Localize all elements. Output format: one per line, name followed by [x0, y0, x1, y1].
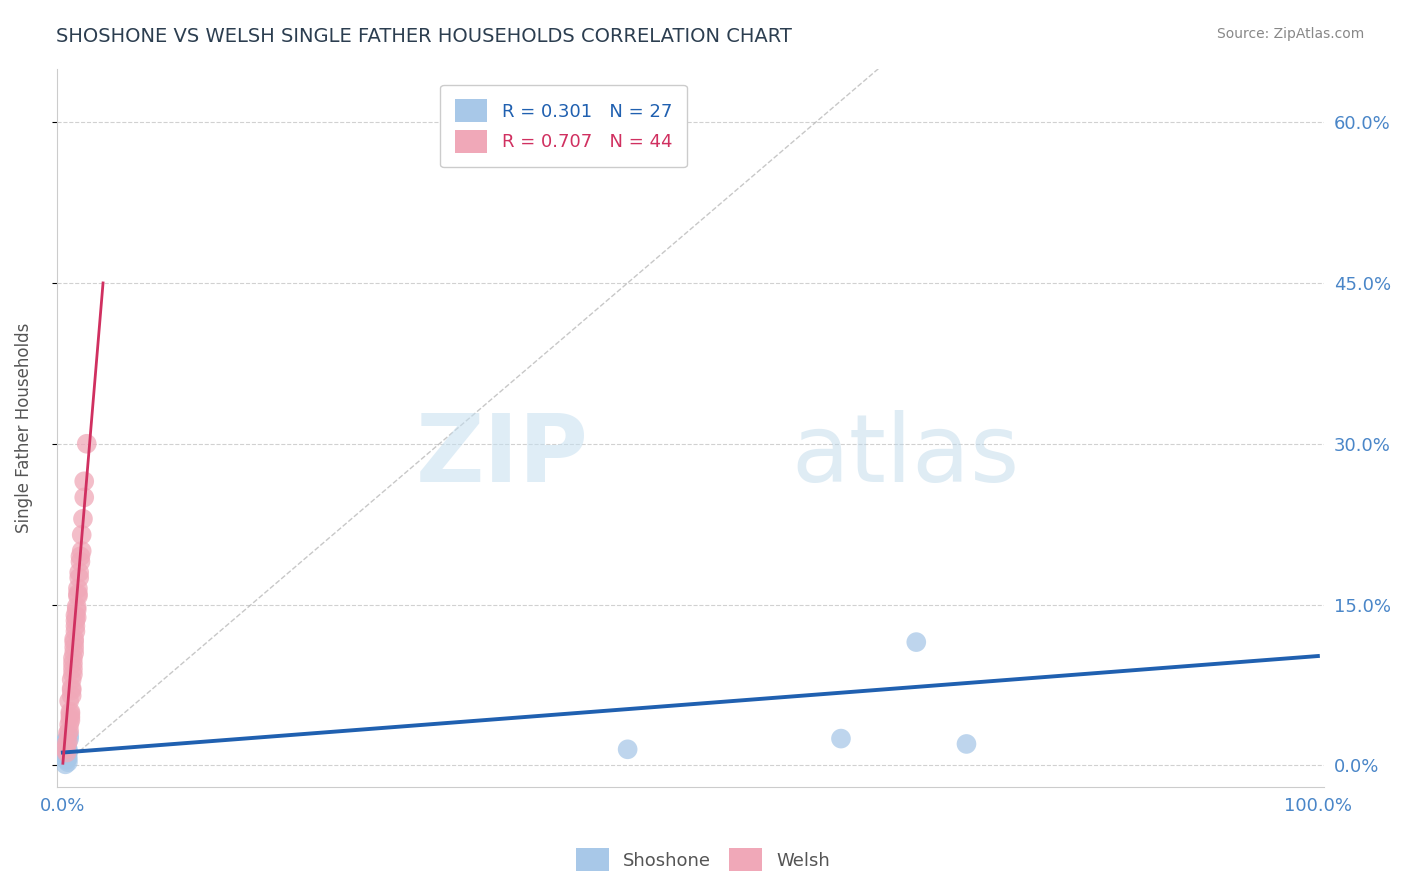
Point — [905, 635, 928, 649]
Point — [76, 436, 98, 450]
Point — [67, 571, 90, 585]
Point — [73, 491, 96, 505]
Point — [66, 582, 89, 596]
Point — [73, 475, 96, 489]
Point — [60, 673, 83, 687]
Point — [55, 747, 77, 762]
Point — [60, 683, 83, 698]
Point — [60, 689, 83, 703]
Point — [56, 742, 79, 756]
Point — [59, 714, 82, 728]
Point — [70, 528, 93, 542]
Point — [72, 512, 94, 526]
Point — [65, 624, 87, 639]
Point — [66, 599, 89, 614]
Point — [55, 757, 77, 772]
Point — [67, 566, 90, 580]
Point — [55, 735, 77, 749]
Point — [55, 737, 77, 751]
Point — [65, 619, 87, 633]
Point — [58, 728, 80, 742]
Point — [55, 749, 77, 764]
Point — [66, 603, 89, 617]
Point — [55, 743, 77, 757]
Point — [55, 740, 77, 755]
Point — [55, 753, 77, 767]
Point — [55, 732, 77, 747]
Point — [55, 739, 77, 753]
Point — [58, 717, 80, 731]
Point — [56, 735, 79, 749]
Point — [60, 681, 83, 696]
Point — [65, 614, 87, 628]
Point — [55, 736, 77, 750]
Point — [58, 724, 80, 739]
Point — [70, 544, 93, 558]
Point — [63, 632, 86, 646]
Legend: R = 0.301   N = 27, R = 0.707   N = 44: R = 0.301 N = 27, R = 0.707 N = 44 — [440, 85, 686, 167]
Point — [58, 694, 80, 708]
Y-axis label: Single Father Households: Single Father Households — [15, 323, 32, 533]
Point — [59, 705, 82, 719]
Point — [65, 608, 87, 623]
Point — [62, 651, 84, 665]
Point — [830, 731, 852, 746]
Point — [69, 549, 91, 564]
Point — [62, 657, 84, 671]
Point — [55, 741, 77, 756]
Point — [66, 587, 89, 601]
Point — [59, 710, 82, 724]
Point — [55, 737, 77, 751]
Point — [62, 662, 84, 676]
Point — [55, 746, 77, 760]
Point — [59, 706, 82, 721]
Point — [55, 752, 77, 766]
Point — [63, 640, 86, 655]
Point — [69, 555, 91, 569]
Point — [56, 755, 79, 769]
Point — [955, 737, 977, 751]
Point — [63, 646, 86, 660]
Point — [56, 726, 79, 740]
Point — [66, 610, 89, 624]
Legend: Shoshone, Welsh: Shoshone, Welsh — [569, 841, 837, 879]
Point — [56, 751, 79, 765]
Text: SHOSHONE VS WELSH SINGLE FATHER HOUSEHOLDS CORRELATION CHART: SHOSHONE VS WELSH SINGLE FATHER HOUSEHOL… — [56, 27, 792, 45]
Point — [63, 635, 86, 649]
Point — [55, 748, 77, 763]
Point — [66, 589, 89, 603]
Point — [616, 742, 638, 756]
Text: ZIP: ZIP — [416, 410, 589, 502]
Point — [55, 738, 77, 752]
Point — [55, 747, 77, 761]
Point — [55, 742, 77, 756]
Point — [56, 746, 79, 760]
Point — [58, 731, 80, 746]
Text: Source: ZipAtlas.com: Source: ZipAtlas.com — [1216, 27, 1364, 41]
Text: atlas: atlas — [792, 410, 1019, 502]
Point — [56, 744, 79, 758]
Point — [62, 667, 84, 681]
